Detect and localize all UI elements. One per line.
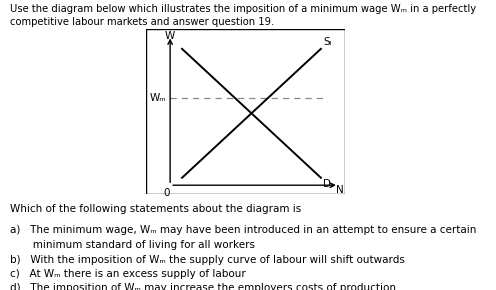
- Text: Wₘ: Wₘ: [149, 93, 166, 104]
- Text: Use the diagram below which illustrates the imposition of a minimum wage Wₘ in a: Use the diagram below which illustrates …: [10, 4, 476, 14]
- Text: W: W: [165, 32, 175, 41]
- Text: N: N: [336, 185, 344, 195]
- Text: Sₗ: Sₗ: [323, 37, 331, 47]
- Text: Which of the following statements about the diagram is: Which of the following statements about …: [10, 204, 305, 214]
- Text: d)   The imposition of Wₘ may increase the employers costs of production: d) The imposition of Wₘ may increase the…: [10, 283, 396, 290]
- Text: b)   With the imposition of Wₘ the supply curve of labour will shift outwards: b) With the imposition of Wₘ the supply …: [10, 255, 405, 265]
- Text: c)   At Wₘ there is an excess supply of labour: c) At Wₘ there is an excess supply of la…: [10, 269, 246, 279]
- Text: Dₗ: Dₗ: [323, 180, 333, 189]
- Text: 0: 0: [163, 188, 170, 198]
- Text: a)   The minimum wage, Wₘ may have been introduced in an attempt to ensure a cer: a) The minimum wage, Wₘ may have been in…: [10, 225, 476, 235]
- Text: minimum standard of living for all workers: minimum standard of living for all worke…: [10, 240, 255, 249]
- Text: competitive labour markets and answer question 19.: competitive labour markets and answer qu…: [10, 17, 274, 27]
